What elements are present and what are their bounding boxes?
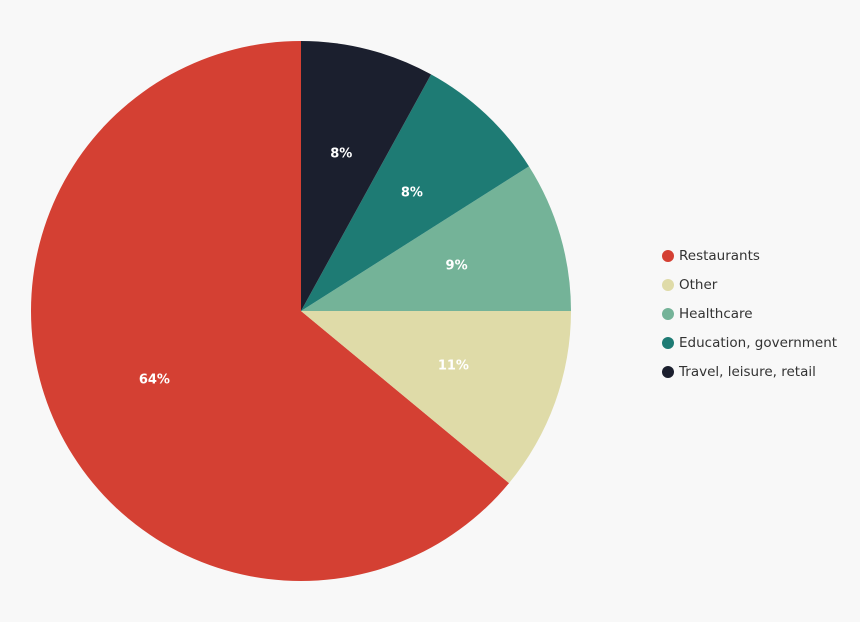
chart-legend: Restaurants Other Healthcare Education, gov… xyxy=(662,241,837,386)
data-label-education-government: 8% xyxy=(401,185,423,200)
legend-item-healthcare[interactable]: Healthcare xyxy=(662,299,837,328)
data-label-restaurants: 64% xyxy=(139,373,170,388)
legend-label: Other xyxy=(679,276,718,293)
pie-slices xyxy=(30,41,571,582)
legend-label: Travel, leisure, retail xyxy=(679,363,816,380)
pie-slice-travel-leisure-retail xyxy=(301,41,432,311)
pie-data-labels: 64% 11% 9% 8% 8% xyxy=(139,147,469,388)
legend-label: Healthcare xyxy=(679,305,753,322)
legend-swatch-icon xyxy=(662,307,674,320)
legend-label: Restaurants xyxy=(679,247,760,264)
legend-swatch-icon xyxy=(662,278,674,291)
legend-item-travel-leisure-retail[interactable]: Travel, leisure, retail xyxy=(662,357,837,386)
data-label-travel-leisure-retail: 8% xyxy=(330,147,352,162)
legend-label: Education, government xyxy=(679,334,838,351)
data-label-healthcare: 9% xyxy=(446,258,468,273)
legend-item-restaurants[interactable]: Restaurants xyxy=(662,241,837,270)
legend-item-education-government[interactable]: Education, government xyxy=(662,328,837,357)
pie-slice-healthcare xyxy=(301,166,571,311)
pie-slice-education-government xyxy=(301,74,529,312)
pie-slice-other xyxy=(301,311,571,484)
pie-slice-restaurants xyxy=(30,41,510,582)
legend-item-other[interactable]: Other xyxy=(662,270,837,299)
legend-swatch-icon xyxy=(662,336,674,349)
legend-swatch-icon xyxy=(662,365,674,378)
legend-swatch-icon xyxy=(662,249,674,262)
data-label-other: 11% xyxy=(438,358,469,373)
